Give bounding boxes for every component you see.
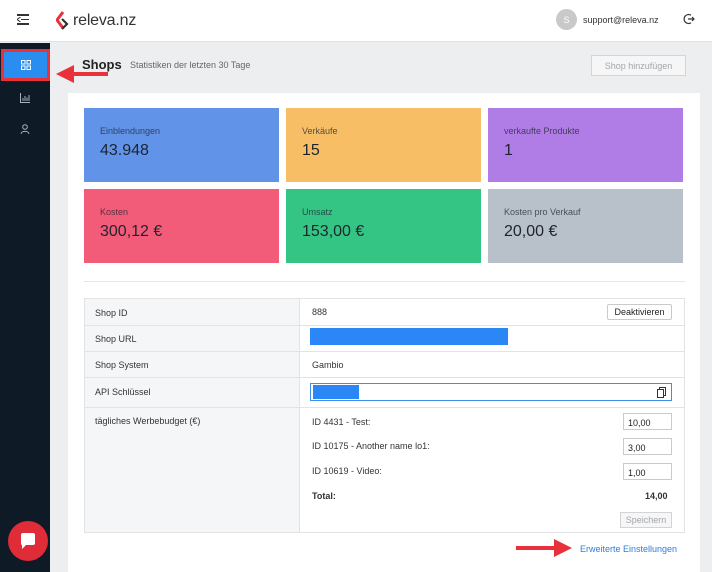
budget-item-name: ID 4431 - Test:: [312, 417, 371, 427]
budget-item-name: ID 10175 - Another name lo1:: [312, 441, 430, 451]
sidebar-item-account[interactable]: [0, 114, 50, 144]
stat-tile-sales: Verkäufe 15: [286, 108, 481, 182]
stat-value: 153,00 €: [302, 223, 365, 240]
stat-value: 20,00 €: [504, 223, 558, 240]
shop-url-label: Shop URL: [95, 334, 137, 344]
budget-input[interactable]: [623, 413, 672, 430]
stat-label: verkaufte Produkte: [504, 126, 580, 136]
chat-icon: [21, 533, 35, 549]
page-title: Shops: [82, 57, 122, 72]
menu-collapse-icon[interactable]: [17, 14, 29, 25]
sidebar-item-statistics[interactable]: [0, 83, 50, 113]
stat-label: Kosten pro Verkauf: [504, 207, 581, 217]
stat-tile-cost-per-sale: Kosten pro Verkauf 20,00 €: [488, 189, 683, 263]
stat-tile-revenue: Umsatz 153,00 €: [286, 189, 481, 263]
stat-tile-impressions: Einblendungen 43.948: [84, 108, 279, 182]
annotation-arrow-icon: [516, 539, 572, 557]
page-subtitle: Statistiken der letzten 30 Tage: [130, 60, 251, 70]
grid-icon: [20, 60, 31, 70]
chat-button[interactable]: [8, 521, 48, 561]
label-column: [85, 299, 300, 532]
shop-url-value-redacted: [310, 328, 508, 345]
stat-value: 1: [504, 142, 513, 159]
api-key-label: API Schlüssel: [95, 387, 151, 397]
deactivate-button[interactable]: Deaktivieren: [607, 304, 672, 320]
shop-id-label: Shop ID: [95, 308, 128, 318]
copy-icon[interactable]: [657, 387, 666, 398]
logout-icon[interactable]: [683, 13, 695, 25]
stat-tile-costs: Kosten 300,12 €: [84, 189, 279, 263]
stat-label: Kosten: [100, 207, 129, 217]
advanced-settings-link[interactable]: Erweiterte Einstellungen: [580, 544, 678, 554]
bar-chart-icon: [20, 93, 30, 103]
stat-label: Umsatz: [302, 207, 333, 217]
divider: [84, 281, 685, 282]
stat-tile-products-sold: verkaufte Produkte 1: [488, 108, 683, 182]
api-key-value-redacted: [313, 385, 359, 399]
logo-mark-icon: [56, 11, 69, 30]
budget-input[interactable]: [623, 438, 672, 455]
total-label: Total:: [312, 491, 336, 501]
avatar[interactable]: S: [556, 9, 577, 30]
api-key-field[interactable]: [310, 383, 672, 401]
total-value: 14,00: [645, 491, 668, 501]
shop-system-value: Gambio: [312, 360, 344, 370]
save-button[interactable]: Speichern: [620, 512, 672, 528]
budget-label: tägliches Werbebudget (€): [95, 416, 201, 426]
sidebar: [0, 43, 50, 572]
stat-value: 300,12 €: [100, 223, 163, 240]
user-icon: [20, 124, 30, 134]
top-bar: releva.nz S support@releva.nz: [0, 0, 712, 42]
stat-label: Verkäufe: [302, 126, 338, 136]
budget-item-name: ID 10619 - Video:: [312, 466, 382, 476]
sidebar-item-dashboard[interactable]: [1, 49, 50, 81]
shop-system-label: Shop System: [95, 360, 149, 370]
add-shop-button[interactable]: Shop hinzufügen: [591, 55, 686, 76]
stat-value: 43.948: [100, 142, 149, 159]
stat-label: Einblendungen: [100, 126, 161, 136]
budget-input[interactable]: [623, 463, 672, 480]
annotation-arrow-icon: [56, 65, 108, 83]
brand-name: releva.nz: [73, 12, 137, 29]
user-email[interactable]: support@releva.nz: [583, 15, 659, 25]
brand-logo[interactable]: releva.nz: [56, 10, 136, 32]
shop-id-value: 888: [312, 307, 328, 317]
shop-details-table: Shop ID 888 Deaktivieren Shop URL Shop S…: [84, 298, 685, 533]
stat-value: 15: [302, 142, 320, 159]
